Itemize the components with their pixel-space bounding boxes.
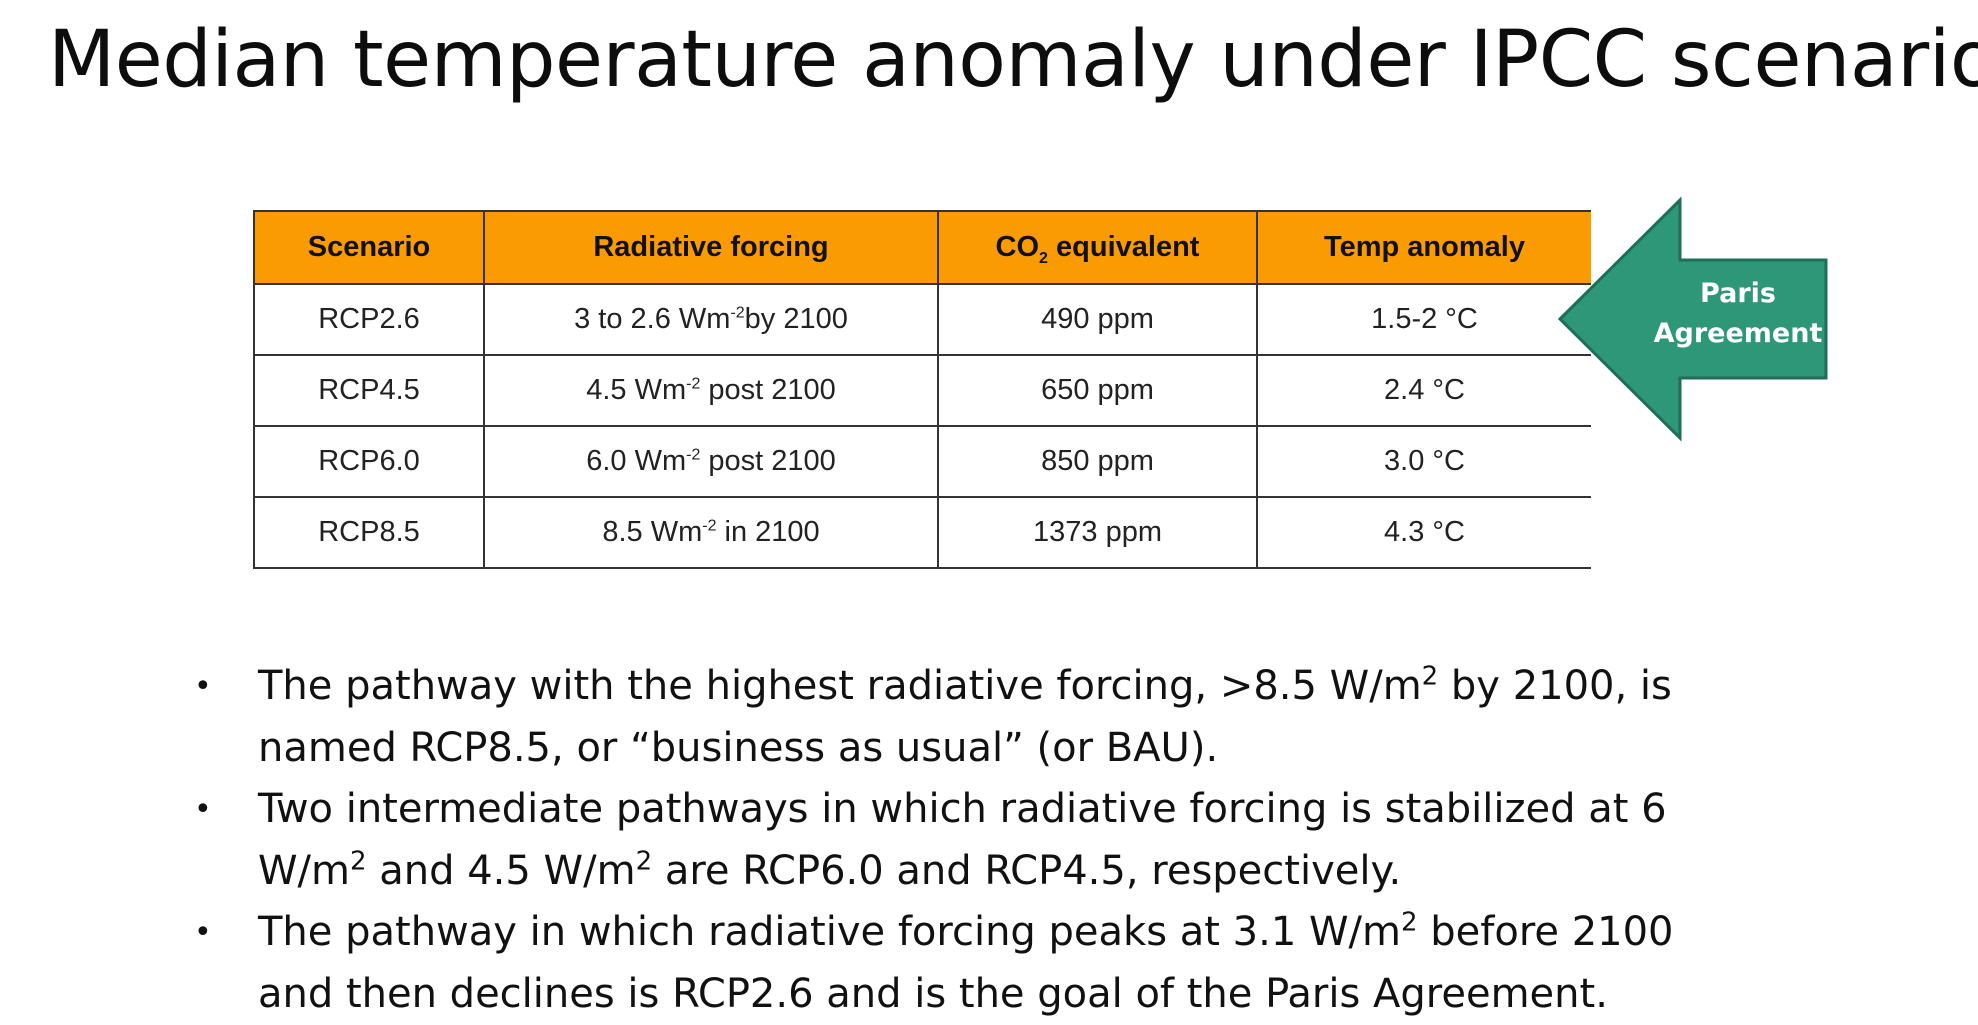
table-row: RCP8.5 8.5 Wm-2 in 2100 1373 ppm 4.3 °C — [253, 496, 1591, 569]
cell-forcing: 3 to 2.6 Wm-2by 2100 — [483, 283, 939, 356]
callout-label: Paris Agreement — [1643, 274, 1833, 354]
co2-suffix: equivalent — [1047, 231, 1200, 263]
bullet-text: The pathway in which radiative forcing p… — [258, 909, 1401, 955]
cell-scenario: RCP6.0 — [253, 425, 485, 498]
paris-agreement-callout: Paris Agreement — [1558, 196, 1830, 442]
co2-subscript: 2 — [1039, 249, 1048, 267]
cell-co2: 650 ppm — [937, 354, 1258, 427]
table-row: RCP2.6 3 to 2.6 Wm-2by 2100 490 ppm 1.5-… — [253, 283, 1591, 356]
forcing-value: 8.5 Wm — [602, 516, 703, 548]
superscript: 2 — [1421, 661, 1439, 692]
slide-title: Median temperature anomaly under IPCC sc… — [48, 15, 1978, 105]
forcing-timing: post 2100 — [700, 374, 836, 406]
cell-temp: 1.5-2 °C — [1256, 283, 1591, 356]
forcing-timing: post 2100 — [700, 445, 836, 477]
table-header-row: Scenario Radiative forcing CO2 equivalen… — [253, 210, 1591, 285]
superscript: 2 — [1401, 907, 1418, 938]
cell-scenario: RCP8.5 — [253, 496, 485, 569]
callout-line-1: Paris — [1700, 278, 1776, 309]
forcing-value: 4.5 Wm — [586, 374, 687, 406]
forcing-value: 6.0 Wm — [586, 445, 687, 477]
bullet-text: and 4.5 W/m — [366, 847, 636, 894]
cell-forcing: 8.5 Wm-2 in 2100 — [483, 496, 939, 569]
cell-temp: 2.4 °C — [1256, 354, 1591, 427]
bullet-text: by 2100, is named RCP8.5, or “business a… — [258, 663, 1672, 771]
cell-co2: 490 ppm — [937, 283, 1258, 356]
forcing-exponent: -2 — [730, 304, 745, 322]
superscript: 2 — [350, 846, 367, 877]
header-co2-equivalent: CO2 equivalent — [937, 210, 1258, 285]
co2-label: CO — [995, 231, 1040, 263]
table-row: RCP4.5 4.5 Wm-2 post 2100 650 ppm 2.4 °C — [253, 354, 1591, 427]
forcing-exponent: -2 — [686, 446, 701, 464]
left-arrow-icon — [1558, 196, 1828, 442]
forcing-exponent: -2 — [702, 517, 717, 535]
scenario-table: Scenario Radiative forcing CO2 equivalen… — [253, 210, 1591, 569]
list-item: • The pathway in which radiative forcing… — [190, 902, 1750, 1025]
superscript: 2 — [635, 846, 653, 877]
cell-forcing: 6.0 Wm-2 post 2100 — [483, 425, 939, 498]
forcing-value: 3 to 2.6 Wm — [574, 303, 731, 335]
bullet-marker: • — [194, 792, 212, 827]
header-radiative-forcing: Radiative forcing — [483, 210, 939, 285]
table-row: RCP6.0 6.0 Wm-2 post 2100 850 ppm 3.0 °C — [253, 425, 1591, 498]
callout-line-2: Agreement — [1653, 318, 1823, 349]
cell-forcing: 4.5 Wm-2 post 2100 — [483, 354, 939, 427]
bullet-text: before 2100 and then declines is RCP2.6 … — [258, 909, 1674, 1017]
cell-co2: 850 ppm — [937, 425, 1258, 498]
bullet-marker: • — [194, 915, 212, 950]
cell-temp: 3.0 °C — [1256, 425, 1591, 498]
bullet-text: are RCP6.0 and RCP4.5, respectively. — [652, 847, 1402, 894]
cell-scenario: RCP2.6 — [253, 283, 485, 356]
bullet-text: Two intermediate pathways in which radia… — [258, 786, 1667, 894]
arrow-shape — [1558, 196, 1828, 442]
cell-co2: 1373 ppm — [937, 496, 1258, 569]
cell-temp: 4.3 °C — [1256, 496, 1591, 569]
cell-scenario: RCP4.5 — [253, 354, 485, 427]
header-scenario: Scenario — [253, 210, 485, 285]
forcing-timing: by 2100 — [744, 303, 848, 335]
forcing-exponent: -2 — [686, 375, 701, 393]
list-item: • The pathway with the highest radiative… — [190, 656, 1750, 779]
forcing-timing: in 2100 — [716, 516, 820, 548]
bullet-marker: • — [194, 669, 212, 704]
list-item: • Two intermediate pathways in which rad… — [190, 779, 1750, 902]
bullet-list: • The pathway with the highest radiative… — [190, 656, 1750, 1025]
header-temp-anomaly: Temp anomaly — [1256, 210, 1591, 285]
bullet-text: The pathway with the highest radiative f… — [258, 663, 1422, 709]
